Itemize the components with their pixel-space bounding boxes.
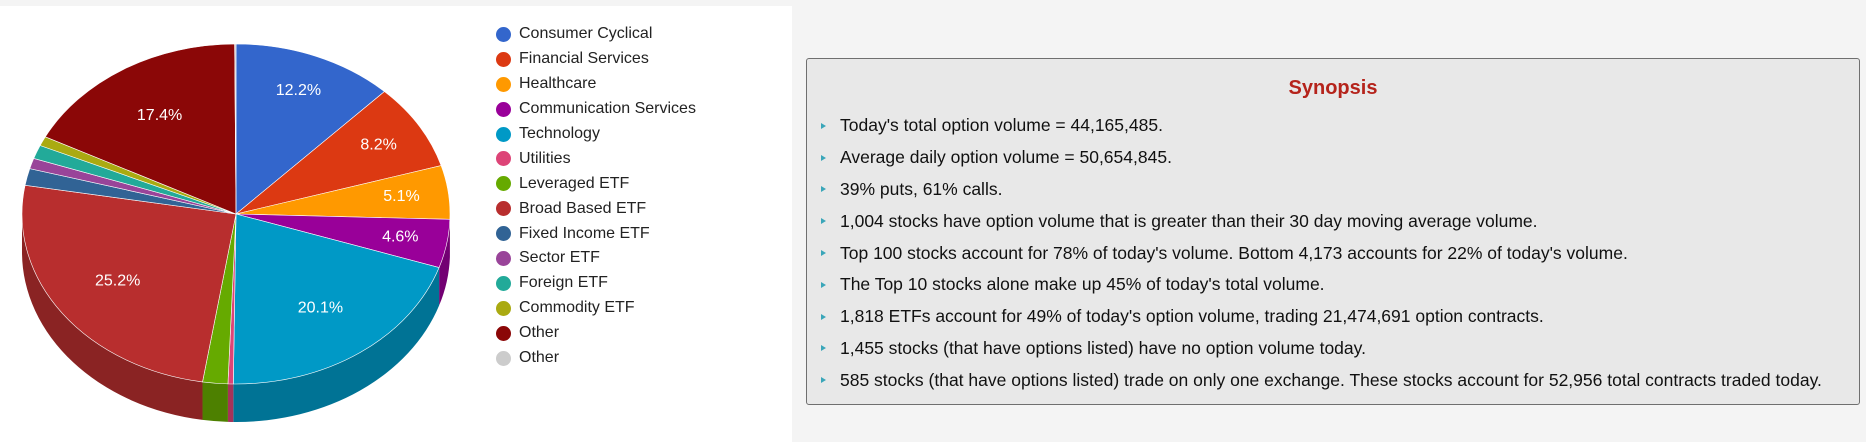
pie-chart: 12.2% 8.2% 5.1% 4.6% 20.1% 25.2% 17.4%	[21, 43, 451, 423]
pie-data-label-2: 5.1%	[383, 188, 419, 205]
pie-top	[21, 43, 451, 385]
legend-swatch	[496, 350, 511, 366]
pie-slice-7[interactable]	[21, 184, 237, 383]
legend-swatch	[496, 325, 511, 341]
pie-side-6	[202, 381, 228, 422]
bullet-arrow-icon	[821, 313, 826, 320]
legend-label: Other	[519, 349, 560, 367]
legend-swatch	[496, 51, 511, 67]
bullet-arrow-icon	[821, 122, 826, 129]
legend-item-5[interactable]: Utilities	[496, 146, 696, 171]
legend-label: Leveraged ETF	[519, 174, 630, 192]
legend-item-8[interactable]: Fixed Income ETF	[496, 221, 696, 246]
legend-swatch	[496, 201, 511, 217]
bullet-arrow-icon	[821, 218, 826, 225]
synopsis-item-text: Top 100 stocks account for 78% of today'…	[840, 242, 1628, 263]
legend-label: Commodity ETF	[519, 299, 635, 317]
pie-data-label-0: 12.2%	[276, 82, 321, 99]
legend-label: Financial Services	[519, 50, 649, 68]
pie-side-5	[227, 383, 234, 422]
legend-swatch	[496, 275, 511, 291]
synopsis-list: Today's total option volume = 44,165,485…	[807, 110, 1859, 396]
bullet-arrow-icon	[821, 186, 826, 193]
legend-item-4[interactable]: Technology	[496, 122, 696, 147]
synopsis-item-6: 1,818 ETFs account for 49% of today's op…	[821, 301, 1859, 333]
synopsis-item-text: Average daily option volume = 50,654,845…	[840, 147, 1172, 168]
legend-swatch	[496, 26, 511, 42]
pie-slice-0[interactable]	[235, 43, 385, 215]
pie-slice-13[interactable]	[234, 43, 237, 215]
synopsis-item-3: 1,004 stocks have option volume that is …	[821, 205, 1859, 237]
legend-item-11[interactable]: Commodity ETF	[496, 296, 696, 321]
legend-label: Communication Services	[519, 100, 696, 118]
bullet-arrow-icon	[821, 377, 826, 384]
pie-slice-4[interactable]	[233, 213, 440, 385]
pie-data-label-7: 25.2%	[95, 273, 140, 290]
legend-label: Healthcare	[519, 75, 597, 93]
synopsis-panel: Synopsis Today's total option volume = 4…	[806, 58, 1860, 405]
bullet-arrow-icon	[821, 250, 826, 257]
legend-item-3[interactable]: Communication Services	[496, 97, 696, 122]
legend-label: Technology	[519, 125, 600, 142]
synopsis-item-0: Today's total option volume = 44,165,485…	[821, 110, 1859, 142]
synopsis-item-text: 585 stocks (that have options listed) tr…	[840, 369, 1822, 390]
bullet-arrow-icon	[821, 345, 826, 352]
synopsis-item-text: 1,004 stocks have option volume that is …	[840, 210, 1538, 231]
pie-data-label-1: 8.2%	[360, 136, 396, 153]
pie-data-label-4: 20.1%	[298, 299, 343, 316]
legend-item-0[interactable]: Consumer Cyclical	[496, 22, 696, 47]
pie-slice-12[interactable]	[44, 43, 237, 215]
synopsis-item-2: 39% puts, 61% calls.	[821, 174, 1859, 206]
synopsis-item-8: 585 stocks (that have options listed) tr…	[821, 364, 1859, 396]
synopsis-title: Synopsis	[1288, 77, 1378, 99]
synopsis-item-7: 1,455 stocks (that have options listed) …	[821, 333, 1859, 365]
legend-label: Sector ETF	[519, 249, 600, 267]
legend-item-2[interactable]: Healthcare	[496, 72, 696, 97]
legend-item-13[interactable]: Other	[496, 346, 696, 371]
legend-label: Foreign ETF	[519, 274, 608, 292]
legend-item-10[interactable]: Foreign ETF	[496, 271, 696, 296]
synopsis-item-4: Top 100 stocks account for 78% of today'…	[821, 237, 1859, 269]
synopsis-item-1: Average daily option volume = 50,654,845…	[821, 142, 1859, 174]
pie-depth	[22, 214, 450, 423]
synopsis-item-text: The Top 10 stocks alone make up 45% of t…	[840, 274, 1325, 295]
legend: Consumer Cyclical Financial Services Healt…	[496, 22, 696, 370]
legend-label: Other	[519, 324, 560, 342]
legend-label: Utilities	[519, 149, 571, 167]
legend-label: Fixed Income ETF	[519, 224, 650, 242]
legend-swatch	[496, 126, 511, 142]
legend-swatch	[496, 101, 511, 117]
legend-swatch	[496, 226, 511, 242]
legend-swatch	[496, 176, 511, 192]
legend-item-1[interactable]: Financial Services	[496, 47, 696, 72]
legend-swatch	[496, 250, 511, 266]
chart-panel: 12.2% 8.2% 5.1% 4.6% 20.1% 25.2% 17.4% Consume…	[0, 6, 792, 442]
legend-swatch	[496, 300, 511, 316]
pie-side-3	[439, 219, 450, 306]
pie-data-label-3: 4.6%	[382, 228, 418, 245]
legend-item-12[interactable]: Other	[496, 321, 696, 346]
synopsis-item-text: Today's total option volume = 44,165,485…	[840, 115, 1163, 136]
pie-slice-1[interactable]	[235, 91, 442, 215]
pie-side-4	[233, 267, 440, 423]
synopsis-item-5: The Top 10 stocks alone make up 45% of t…	[821, 269, 1859, 301]
legend-swatch	[496, 151, 511, 167]
bullet-arrow-icon	[821, 281, 826, 288]
synopsis-item-text: 1,455 stocks (that have options listed) …	[840, 337, 1366, 358]
pie-data-label-12: 17.4%	[137, 107, 182, 124]
synopsis-item-text: 39% puts, 61% calls.	[840, 178, 1003, 199]
bullet-arrow-icon	[821, 154, 826, 161]
legend-swatch	[496, 76, 511, 92]
pie-labels: 12.2% 8.2% 5.1% 4.6% 20.1% 25.2% 17.4%	[95, 82, 420, 316]
synopsis-item-text: 1,818 ETFs account for 49% of today's op…	[840, 306, 1544, 327]
legend-item-7[interactable]: Broad Based ETF	[496, 196, 696, 221]
legend-label: Consumer Cyclical	[519, 25, 653, 43]
legend-item-6[interactable]: Leveraged ETF	[496, 171, 696, 196]
legend-item-9[interactable]: Sector ETF	[496, 246, 696, 271]
legend-label: Broad Based ETF	[519, 199, 647, 217]
pie-side-7	[22, 214, 203, 420]
